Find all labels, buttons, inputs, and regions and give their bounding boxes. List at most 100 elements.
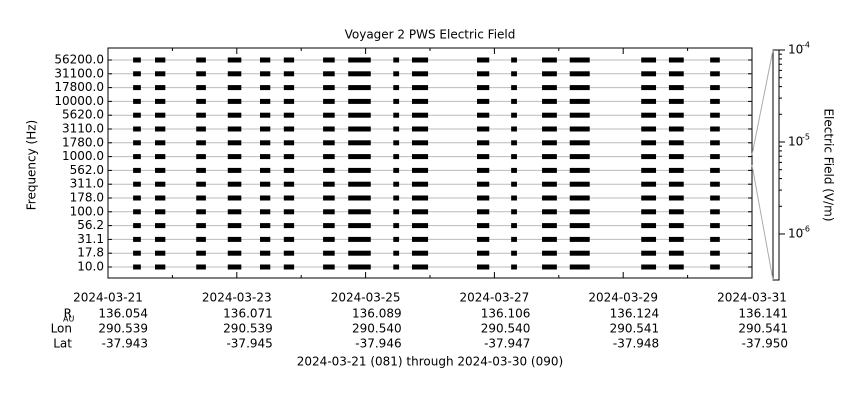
coverage-block bbox=[227, 140, 242, 146]
ephemeris-label: Lat bbox=[53, 337, 72, 351]
coverage-block bbox=[542, 140, 557, 146]
coverage-block bbox=[542, 126, 557, 132]
coverage-block bbox=[283, 140, 295, 146]
coverage-block bbox=[227, 154, 242, 160]
coverage-block bbox=[641, 140, 657, 146]
coverage-block bbox=[155, 264, 166, 270]
coverage-block bbox=[710, 167, 720, 173]
ephemeris-value: -37.943 bbox=[102, 337, 148, 351]
coverage-block bbox=[283, 154, 295, 160]
coverage-block bbox=[283, 167, 295, 173]
coverage-block bbox=[133, 223, 141, 229]
coverage-block bbox=[511, 167, 517, 173]
chart-title: Voyager 2 PWS Electric Field bbox=[345, 28, 516, 42]
y-tick-label: 56200.0 bbox=[54, 53, 104, 67]
coverage-block bbox=[155, 209, 166, 215]
coverage-block bbox=[227, 71, 242, 77]
coverage-block bbox=[641, 195, 657, 201]
coverage-block bbox=[511, 250, 517, 256]
coverage-block bbox=[155, 140, 166, 146]
ephemeris-value: 136.106 bbox=[481, 307, 531, 321]
coverage-block bbox=[511, 140, 517, 146]
coverage-block bbox=[283, 209, 295, 215]
x-tick-label: 2024-03-31 bbox=[717, 291, 787, 305]
coverage-block bbox=[348, 71, 371, 77]
coverage-block bbox=[668, 264, 684, 270]
coverage-block bbox=[411, 264, 429, 270]
coverage-block bbox=[668, 98, 684, 104]
coverage-block bbox=[710, 250, 720, 256]
coverage-block bbox=[393, 71, 400, 77]
ephemeris-value: 290.539 bbox=[223, 322, 273, 336]
y-tick-label: 1780.0 bbox=[62, 135, 104, 149]
coverage-block bbox=[323, 57, 335, 63]
coverage-block bbox=[710, 195, 720, 201]
coverage-block bbox=[196, 140, 206, 146]
y-tick-label: 178.0 bbox=[70, 191, 104, 205]
y-tick-label: 562.0 bbox=[70, 163, 104, 177]
coverage-block bbox=[393, 250, 400, 256]
coverage-block bbox=[227, 264, 242, 270]
coverage-block bbox=[411, 223, 429, 229]
coverage-block bbox=[641, 154, 657, 160]
coverage-block bbox=[710, 98, 720, 104]
coverage-block bbox=[641, 71, 657, 77]
coverage-block bbox=[348, 85, 371, 91]
coverage-block bbox=[155, 250, 166, 256]
y2-tick-exponent: -6 bbox=[802, 224, 810, 233]
coverage-block bbox=[569, 236, 590, 242]
coverage-block bbox=[227, 98, 242, 104]
coverage-block bbox=[569, 57, 590, 63]
y2-tick-label: 10 bbox=[788, 226, 803, 240]
coverage-block bbox=[348, 195, 371, 201]
coverage-block bbox=[668, 236, 684, 242]
coverage-block bbox=[348, 140, 371, 146]
coverage-block bbox=[569, 71, 590, 77]
coverage-block bbox=[227, 181, 242, 187]
ephemeris-value: -37.947 bbox=[484, 337, 530, 351]
coverage-block bbox=[348, 57, 371, 63]
coverage-block bbox=[283, 71, 295, 77]
coverage-block bbox=[196, 209, 206, 215]
ephemeris-value: 290.540 bbox=[481, 322, 531, 336]
coverage-block bbox=[569, 112, 590, 118]
coverage-block bbox=[283, 250, 295, 256]
coverage-block bbox=[542, 57, 557, 63]
coverage-block bbox=[411, 209, 429, 215]
coverage-block bbox=[259, 98, 271, 104]
coverage-block bbox=[283, 112, 295, 118]
coverage-block bbox=[542, 85, 557, 91]
y-tick-label: 31100.0 bbox=[54, 66, 104, 80]
coverage-block bbox=[259, 126, 271, 132]
coverage-block bbox=[710, 264, 720, 270]
coverage-block bbox=[393, 223, 400, 229]
coverage-block bbox=[641, 223, 657, 229]
coverage-block bbox=[411, 236, 429, 242]
coverage-block bbox=[542, 250, 557, 256]
coverage-block bbox=[542, 236, 557, 242]
coverage-block bbox=[133, 154, 141, 160]
coverage-block bbox=[411, 140, 429, 146]
coverage-block bbox=[133, 126, 141, 132]
coverage-block bbox=[477, 71, 490, 77]
coverage-block bbox=[511, 98, 517, 104]
coverage-block bbox=[227, 57, 242, 63]
coverage-block bbox=[348, 250, 371, 256]
coverage-block bbox=[569, 98, 590, 104]
coverage-block bbox=[259, 236, 271, 242]
coverage-block bbox=[641, 126, 657, 132]
coverage-block bbox=[542, 264, 557, 270]
coverage-block bbox=[393, 85, 400, 91]
coverage-block bbox=[133, 250, 141, 256]
coverage-block bbox=[155, 167, 166, 173]
coverage-block bbox=[641, 181, 657, 187]
coverage-block bbox=[155, 154, 166, 160]
coverage-block bbox=[348, 223, 371, 229]
coverage-block bbox=[542, 223, 557, 229]
coverage-block bbox=[259, 195, 271, 201]
coverage-block bbox=[411, 250, 429, 256]
coverage-block bbox=[569, 181, 590, 187]
coverage-block bbox=[227, 250, 242, 256]
coverage-block bbox=[155, 98, 166, 104]
coverage-block bbox=[641, 264, 657, 270]
